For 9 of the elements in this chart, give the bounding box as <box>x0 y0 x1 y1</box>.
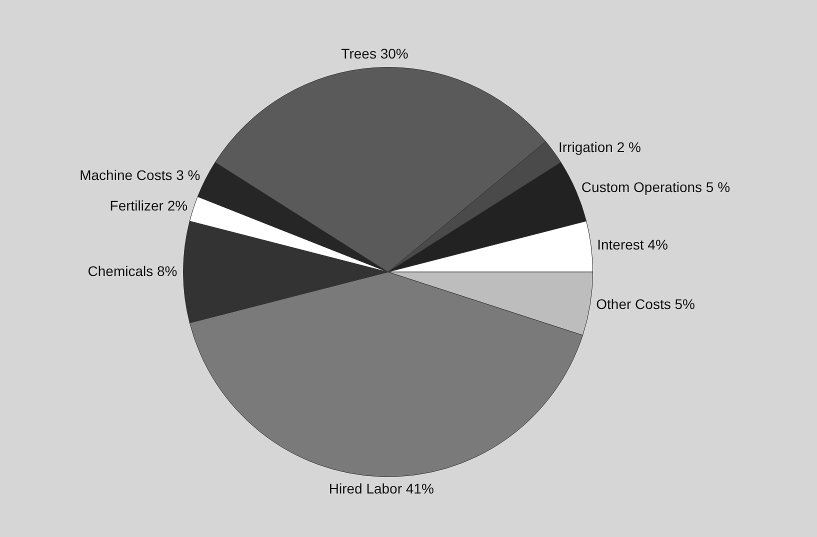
slice-label: Fertilizer 2% <box>110 198 188 214</box>
slice-label: Interest 4% <box>597 236 668 252</box>
slice-label: Trees 30% <box>341 46 408 62</box>
slice-label: Machine Costs 3 % <box>80 167 200 184</box>
slice-label: Irrigation 2 % <box>558 138 641 155</box>
slice-label: Custom Operations 5 % <box>581 179 730 196</box>
slice-label: Hired Labor 41% <box>328 480 434 497</box>
slice-label: Other Costs 5% <box>596 296 695 312</box>
slice-label: Chemicals 8% <box>88 262 178 279</box>
